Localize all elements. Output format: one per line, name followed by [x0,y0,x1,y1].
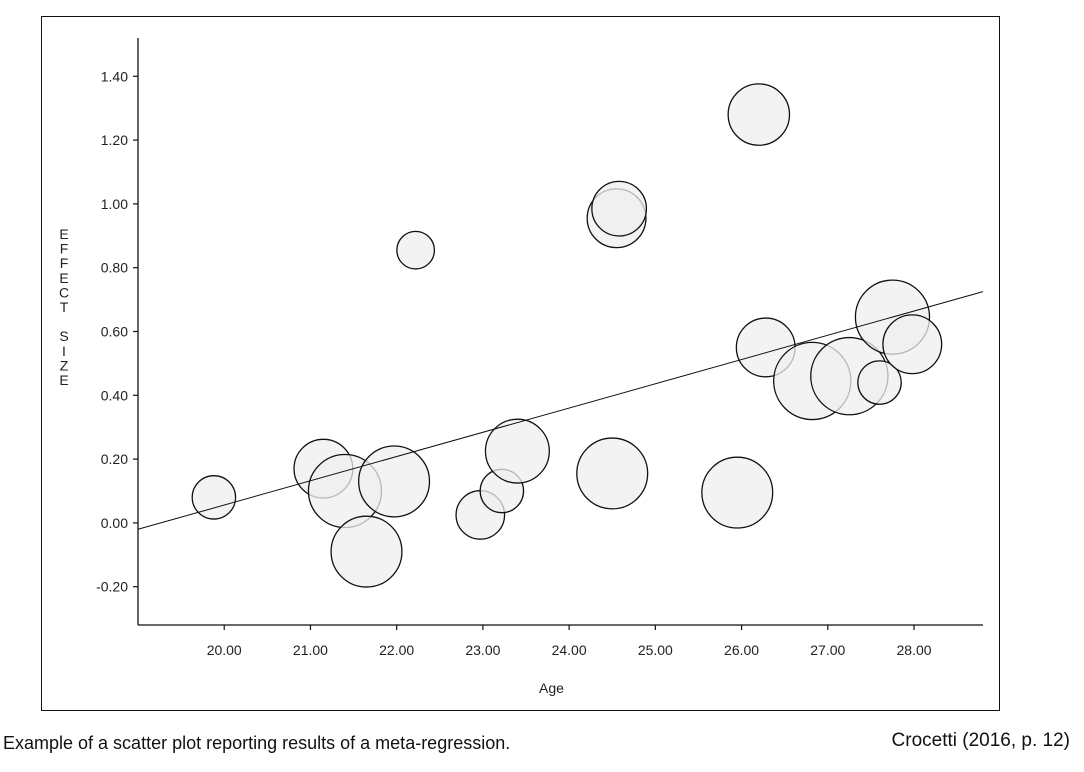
y-tick-label: 0.60 [101,324,128,340]
y-tick-label: 0.00 [101,515,128,531]
y-tick-label: 0.40 [101,387,128,403]
x-tick-label: 23.00 [465,642,500,658]
y-tick-label: 1.00 [101,196,128,212]
data-point-bubble [857,360,902,405]
data-point-bubble [591,180,648,237]
figure-citation: Crocetti (2016, p. 12) [891,730,1070,751]
x-tick-label: 28.00 [896,642,931,658]
y-tick-label: 0.20 [101,451,128,467]
regression-layer [137,291,984,530]
y-tick-label: -0.20 [96,579,128,595]
x-tick-label: 27.00 [810,642,845,658]
data-point-bubble [576,437,649,510]
data-point-bubble [701,456,774,529]
scatter-chart: -0.20 0.00 0.20 0.40 0.60 0.80 1.00 1.20 1.40 20.… [59,38,984,696]
data-point-bubble [396,230,436,270]
figure-caption: Example of a scatter plot reporting resu… [3,733,511,753]
x-tick-label: 21.00 [293,642,328,658]
bubbles-layer [191,83,943,588]
x-tick-label: 20.00 [207,642,242,658]
data-point-bubble [882,314,943,375]
figure-frame: -0.20 0.00 0.20 0.40 0.60 0.80 1.00 1.20 1.40 20.… [41,16,1000,711]
x-tick-label: 26.00 [724,642,759,658]
data-point-bubble [330,515,403,588]
y-tick-label: 1.20 [101,132,128,148]
data-point-bubble [727,83,791,146]
x-tick-label: 24.00 [552,642,587,658]
x-tick-label: 25.00 [638,642,673,658]
x-axis-title: Age [539,680,564,696]
data-point-bubble [358,445,431,518]
y-tick-label: 0.80 [101,260,128,276]
x-tick-label: 22.00 [379,642,414,658]
data-point-bubble [191,475,237,520]
regression-line [137,291,984,530]
data-point-bubble [484,418,550,484]
axes-layer [137,38,983,626]
ticks-layer: -0.20 0.00 0.20 0.40 0.60 0.80 1.00 1.20 1.40 20.… [96,68,932,658]
y-tick-label: 1.40 [101,68,128,84]
